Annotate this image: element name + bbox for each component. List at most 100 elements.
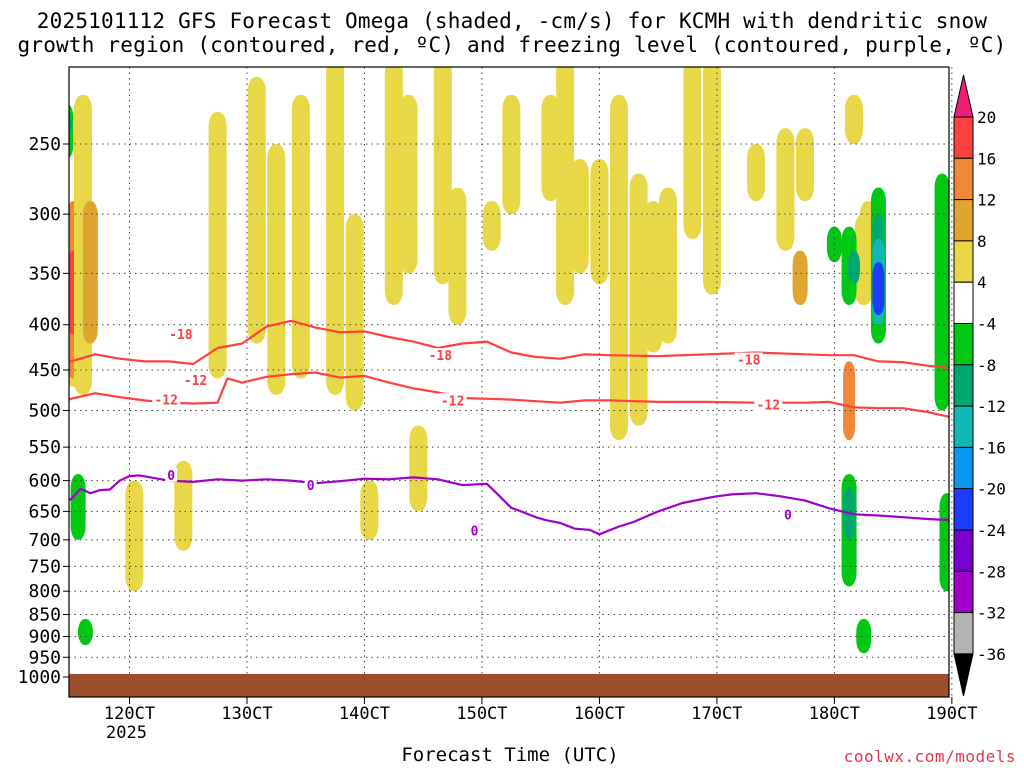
omega-cell (792, 250, 808, 305)
omega-cell (69, 113, 72, 135)
omega-cell (82, 201, 98, 344)
omega-cell (502, 94, 521, 215)
y-tick-label: 700 (28, 530, 61, 551)
omega-cell (208, 111, 227, 379)
y-tick-label: 900 (28, 626, 61, 647)
ground-fill (69, 673, 949, 697)
colorbar-swatch (953, 570, 974, 614)
plot-frame (68, 66, 950, 698)
omega-cell (856, 619, 872, 654)
y-axis-ticks: 2503003504004505005506006507007508008509… (18, 134, 69, 688)
contour-line-0 (69, 474, 949, 536)
colorbar-swatch (953, 281, 974, 325)
site-credit: coolwx.com/models (843, 747, 1016, 766)
colorbar-swatch (953, 612, 974, 655)
x-tick-label: 190CT (926, 704, 977, 724)
omega-cell (570, 159, 589, 274)
colorbar-level-label: -8 (977, 356, 996, 375)
colorbar-level-label: -28 (977, 562, 1006, 581)
colorbar-swatch (953, 446, 974, 490)
y-tick-label: 600 (28, 471, 61, 492)
omega-cell (629, 173, 648, 426)
y-tick-label: 250 (28, 134, 61, 155)
contour-label: 0 (307, 479, 315, 494)
omega-cell (644, 201, 663, 353)
contour-label: -12 (154, 394, 177, 409)
y-tick-label: 550 (28, 437, 61, 458)
omega-cell (939, 493, 949, 592)
colorbar-swatch (953, 364, 974, 407)
contour-label-bg (181, 373, 210, 388)
x-tick-label: 180CT (809, 704, 860, 724)
contour-label-bg (304, 478, 317, 493)
y-tick-label: 500 (28, 401, 61, 422)
contour-label-bg (468, 523, 481, 538)
colorbar-level-label: 12 (977, 191, 996, 210)
colorbar-level-label: -32 (977, 604, 1006, 623)
y-tick-label: 800 (28, 581, 61, 602)
contour-label-bg (781, 507, 794, 522)
omega-cell (448, 187, 467, 325)
colorbar-level-label: -36 (977, 645, 1006, 664)
omega-cell (345, 214, 364, 411)
colorbar-level-label: 16 (977, 149, 996, 168)
contour-label: 0 (471, 524, 479, 539)
contour-label-bg (166, 327, 195, 342)
colorbar-level-label: 4 (977, 273, 987, 292)
omega-cell (247, 76, 266, 344)
colorbar-swatch (953, 405, 974, 448)
contour-label-bg (152, 392, 181, 407)
omega-colorbar: 20 16 12 8 4 -4 -8 -12 -16 -20 -24 -28 -32 -36 (953, 74, 1006, 697)
omega-cell (747, 144, 766, 202)
contour-label-bg (754, 397, 783, 412)
omega-cell (541, 94, 560, 202)
colorbar-swatch (953, 116, 974, 159)
colorbar-swatch (953, 529, 974, 572)
colorbar-swatch (953, 240, 974, 283)
omega-cell (796, 128, 815, 202)
omega-cell (776, 128, 795, 251)
y-tick-label: 300 (28, 204, 61, 225)
contour-label: 0 (167, 469, 175, 484)
x-tick-label: 170CT (691, 704, 742, 724)
omega-cell (125, 480, 144, 592)
contour-label-bg (438, 393, 467, 408)
omega-cell (610, 94, 628, 441)
omega-cell (70, 474, 86, 540)
colorbar-swatch (953, 157, 974, 201)
y-tick-label: 950 (28, 647, 61, 668)
omega-cell (409, 425, 428, 512)
chart-title-line2: growth region (contoured, red, ºC) and f… (17, 33, 1007, 57)
x-tick-label: 140CT (339, 704, 390, 724)
colorbar-level-label: -12 (977, 397, 1006, 416)
x-tick-label: 150CT (456, 704, 507, 724)
colorbar-level-label: -24 (977, 521, 1006, 540)
chart-title-line1: 2025101112 GFS Forecast Omega (shaded, -… (36, 9, 988, 33)
y-tick-label: 1000 (18, 667, 61, 688)
colorbar-swatch (953, 199, 974, 242)
colorbar-level-label: -16 (977, 438, 1006, 457)
omega-cell (703, 67, 722, 295)
omega-cell (326, 67, 345, 395)
y-tick-label: 850 (28, 605, 61, 626)
contour-label: -12 (184, 374, 207, 389)
contour-label: -18 (737, 354, 761, 369)
colorbar-level-label: 8 (977, 232, 987, 251)
contour-label: -18 (429, 349, 453, 364)
omega-cell (843, 361, 856, 441)
colorbar-top-arrow (953, 74, 974, 118)
omega-cell (291, 94, 310, 379)
ground-layer (69, 673, 949, 697)
contour-label-bg (165, 467, 178, 482)
omega-cell (658, 187, 677, 344)
colorbar-level-label: -20 (977, 480, 1006, 499)
y-tick-label: 650 (28, 501, 61, 522)
contour-label: -12 (441, 394, 464, 409)
contour-label: -18 (169, 328, 193, 343)
omega-cell (174, 460, 193, 551)
omega-shading (69, 67, 949, 654)
y-tick-label: 350 (28, 263, 61, 284)
contour-label-bg (426, 348, 455, 363)
